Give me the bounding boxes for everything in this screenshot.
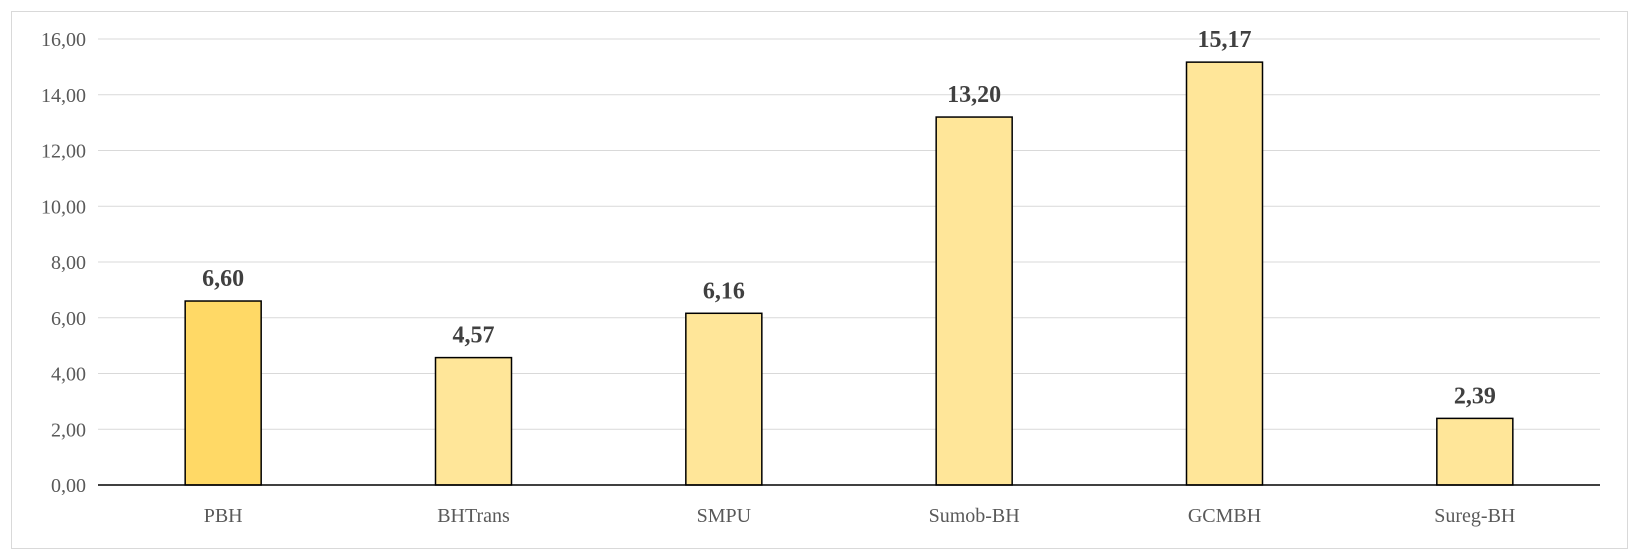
y-tick-label: 6,00 [51, 308, 86, 330]
data-label: 15,17 [1198, 27, 1252, 53]
data-label: 2,39 [1454, 383, 1496, 409]
x-category-label: PBH [204, 505, 243, 527]
y-tick-label: 16,00 [41, 29, 86, 51]
y-tick-label: 14,00 [41, 85, 86, 107]
chart-frame [11, 11, 1628, 549]
bar [685, 312, 763, 486]
x-category-label: BHTrans [437, 505, 510, 527]
bar [184, 300, 262, 486]
bar [434, 356, 513, 486]
data-label: 13,20 [947, 82, 1001, 108]
y-tick-label: 10,00 [41, 196, 86, 218]
y-tick-label: 8,00 [51, 252, 86, 274]
bar [1185, 61, 1264, 486]
x-category-label: Sumob-BH [929, 505, 1020, 527]
x-category-label: SMPU [697, 505, 752, 527]
data-label: 4,57 [453, 323, 495, 349]
bar [935, 116, 1013, 486]
y-tick-label: 2,00 [51, 419, 86, 441]
y-tick-label: 12,00 [41, 141, 86, 163]
data-label: 6,16 [703, 278, 745, 304]
x-category-label: GCMBH [1188, 505, 1261, 527]
y-tick-label: 0,00 [51, 475, 86, 497]
bar [1436, 417, 1514, 486]
y-tick-label: 4,00 [51, 364, 86, 386]
x-category-label: Sureg-BH [1434, 505, 1515, 527]
data-label: 6,60 [202, 266, 244, 292]
